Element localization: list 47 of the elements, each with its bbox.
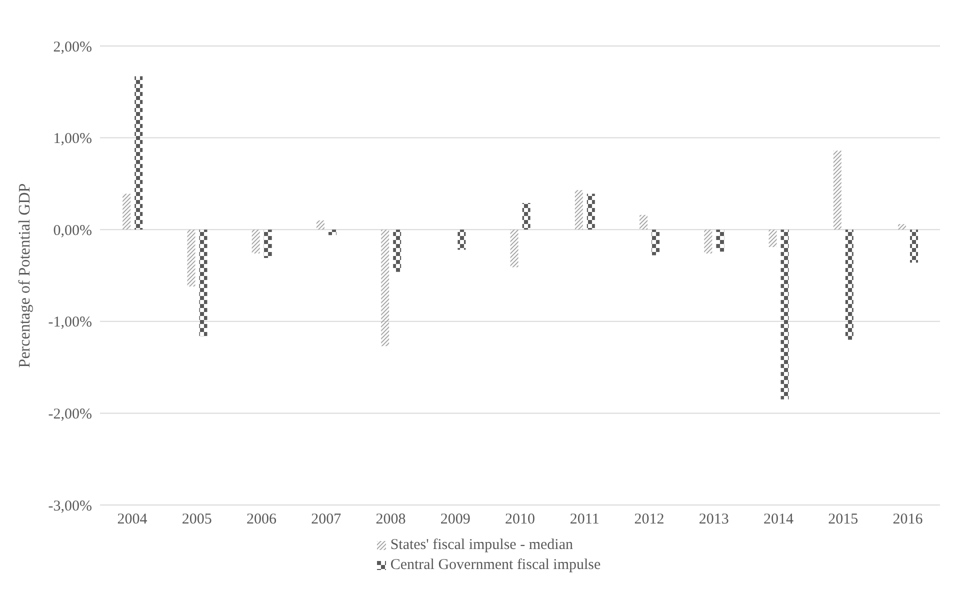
bar [640, 214, 648, 230]
bar [780, 230, 789, 400]
y-tick-label: -2,00% [48, 406, 92, 423]
bar [845, 230, 854, 340]
bar [393, 230, 402, 272]
bar [522, 202, 530, 230]
x-tick-label: 2013 [698, 512, 729, 528]
x-tick-label: 2010 [505, 512, 535, 528]
legend-label: Central Government fiscal impulse [390, 556, 601, 575]
bar [898, 224, 906, 230]
bar [833, 150, 842, 230]
bar [134, 76, 143, 230]
y-tick-label: 2,00% [53, 39, 92, 56]
x-tick-label: 2008 [376, 512, 406, 528]
bar [264, 230, 272, 258]
bar [122, 194, 131, 230]
bar [458, 230, 466, 250]
bar [704, 230, 712, 254]
x-tick-label: 2007 [311, 512, 342, 528]
x-tick-label: 2011 [570, 512, 600, 528]
y-tick-label: 1,00% [53, 131, 92, 148]
bar [381, 230, 390, 346]
bar [652, 230, 660, 256]
x-tick-label: 2012 [634, 512, 664, 528]
bar [316, 220, 324, 230]
bar [510, 230, 518, 268]
x-tick-label: 2004 [117, 512, 148, 528]
y-tick-label: 0,00% [53, 222, 92, 239]
bar [252, 230, 260, 254]
bar [187, 230, 196, 287]
bar [328, 230, 336, 236]
legend-label: States' fiscal impulse - median [390, 536, 573, 555]
y-axis-title: Percentage of Potential GDP [16, 183, 34, 368]
x-tick-label: 2015 [828, 512, 858, 528]
y-tick-label: -1,00% [48, 314, 92, 331]
x-tick-label: 2005 [182, 512, 212, 528]
bar [910, 230, 918, 263]
x-tick-label: 2009 [440, 512, 470, 528]
bar [768, 230, 777, 248]
x-tick-label: 2014 [763, 512, 794, 528]
y-tick-label: -3,00% [48, 498, 92, 514]
bar [574, 190, 583, 230]
x-tick-label: 2006 [246, 512, 278, 528]
bar [199, 230, 208, 336]
bar [586, 194, 595, 230]
bar [716, 230, 724, 252]
x-tick-label: 2016 [892, 512, 924, 528]
